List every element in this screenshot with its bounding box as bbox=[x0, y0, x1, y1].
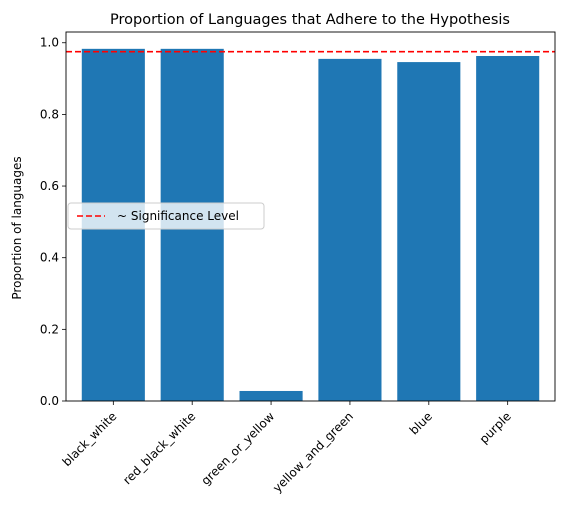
bar-green-or-yellow bbox=[239, 390, 303, 401]
y-tick-label: 0.6 bbox=[40, 179, 59, 193]
x-tick-label: blue bbox=[407, 409, 435, 437]
x-tick-label: purple bbox=[477, 409, 514, 446]
x-tick-label: red_black_white bbox=[120, 409, 198, 487]
bar-purple bbox=[476, 56, 540, 401]
y-tick-label: 0.2 bbox=[40, 322, 59, 336]
bar-yellow-and-green bbox=[318, 58, 382, 402]
y-tick-label: 0.0 bbox=[40, 394, 59, 408]
plot-area: black_white red_black_white green_or_yello… bbox=[40, 31, 556, 495]
x-tick-label: green_or_yellow bbox=[199, 409, 278, 488]
y-tick-label: 1.0 bbox=[40, 36, 59, 50]
y-tick-label: 0.8 bbox=[40, 107, 59, 121]
legend-box bbox=[67, 202, 265, 230]
x-tick-label: yellow_and_green bbox=[270, 409, 356, 495]
legend-label: ~ Significance Level bbox=[117, 209, 239, 223]
axes-frame bbox=[65, 31, 556, 402]
x-tick-label: black_white bbox=[60, 409, 120, 469]
y-axis-label: Proportion of languages bbox=[10, 156, 24, 299]
y-tick-label: 0.4 bbox=[40, 251, 59, 265]
bar-blue bbox=[397, 62, 461, 402]
chart-title: Proportion of Languages that Adhere to t… bbox=[110, 12, 510, 28]
